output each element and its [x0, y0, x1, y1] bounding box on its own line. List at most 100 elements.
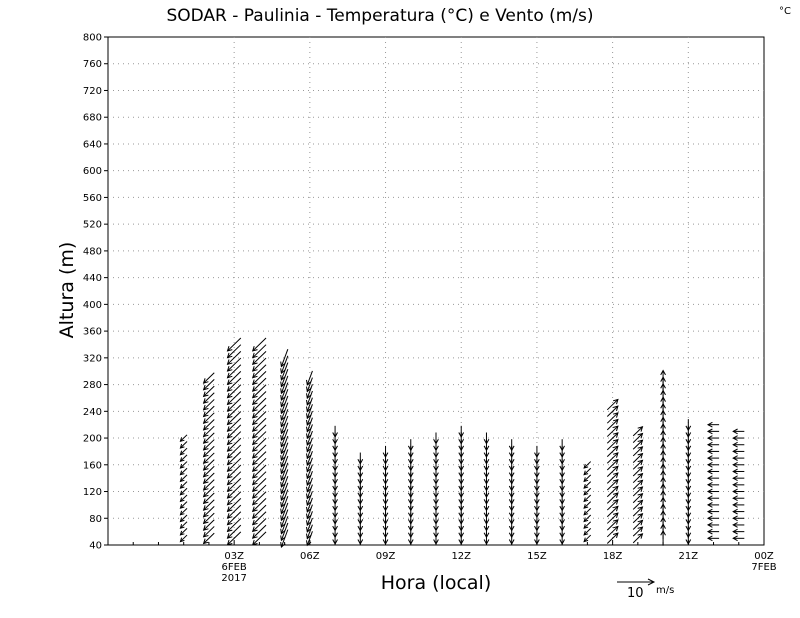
wind-vector-head — [382, 499, 389, 505]
wind-vector — [632, 439, 644, 450]
wind-vector — [508, 439, 515, 452]
wind-vector-head — [306, 520, 312, 527]
wind-vector-head — [226, 379, 233, 386]
wind-vector-shaft — [583, 481, 592, 489]
wind-vector-head — [332, 512, 338, 519]
wind-vector-head — [433, 479, 439, 485]
wind-vector-shaft — [180, 474, 188, 482]
wind-vector — [306, 504, 313, 520]
wind-vector-shaft — [632, 493, 643, 504]
wind-vector-shaft — [306, 424, 313, 439]
wind-vector-head — [382, 505, 389, 512]
wind-vector-head — [559, 479, 565, 485]
wind-vector — [632, 459, 644, 470]
wind-vector-head — [483, 452, 490, 459]
wind-vector-head — [637, 506, 644, 512]
wind-vector — [280, 402, 289, 421]
wind-vector — [251, 424, 267, 439]
wind-vector-shaft — [606, 432, 619, 444]
wind-vector — [280, 496, 289, 515]
wind-vector-head — [534, 452, 540, 459]
wind-vector-head — [458, 512, 465, 519]
wind-vector — [606, 405, 619, 417]
wind-vector-head — [179, 504, 185, 509]
wind-vector-shaft — [252, 531, 267, 546]
wind-vector-head — [202, 465, 209, 471]
wind-vector-head — [251, 452, 258, 459]
wind-vector-shaft — [306, 477, 313, 492]
wind-vector-head — [637, 533, 644, 539]
wind-vector — [706, 495, 720, 502]
wind-vector-shaft — [252, 384, 267, 399]
y-axis-label: Altura (m) — [56, 242, 78, 339]
wind-vector — [280, 369, 289, 388]
wind-vector-head — [332, 519, 338, 525]
wind-vector-head — [706, 508, 713, 515]
wind-vector-head — [357, 539, 364, 545]
wind-vector-head — [226, 346, 233, 352]
wind-vector-head — [458, 485, 465, 492]
wind-vector-shaft — [632, 459, 643, 470]
wind-vector-head — [732, 455, 738, 461]
wind-vector-head — [306, 386, 312, 393]
wind-vector — [251, 464, 267, 479]
wind-vector-shaft — [252, 457, 267, 472]
wind-vector — [226, 417, 242, 432]
wind-vector-head — [637, 432, 644, 439]
wind-vector — [202, 526, 215, 538]
wind-vector-head — [612, 492, 619, 498]
wind-vector — [202, 499, 215, 511]
wind-vector-head — [382, 532, 389, 539]
wind-vector — [280, 429, 289, 448]
wind-vector — [179, 521, 188, 529]
wind-vector-shaft — [606, 399, 619, 411]
wind-vector-shaft — [203, 385, 215, 397]
wind-vector-shaft — [280, 395, 289, 414]
wind-vector-head — [732, 502, 738, 508]
wind-vector — [685, 419, 692, 432]
wind-vector — [732, 488, 745, 495]
wind-vector-head — [407, 505, 414, 512]
wind-vector-head — [251, 486, 258, 493]
wind-vector-head — [202, 411, 209, 418]
wind-vector-head — [332, 505, 338, 512]
wind-vector-head — [382, 512, 389, 519]
wind-vector-shaft — [280, 389, 289, 407]
wind-vector-head — [226, 412, 233, 419]
wind-vector — [251, 444, 267, 459]
wind-vector-head — [280, 361, 286, 368]
wind-vector-head — [534, 505, 540, 512]
wind-vector — [606, 519, 619, 531]
wind-vector-head — [226, 499, 233, 506]
wind-vector-head — [508, 512, 515, 519]
wind-vector-head — [508, 532, 515, 539]
wind-vector-head — [202, 505, 209, 511]
wind-vector — [226, 498, 242, 513]
wind-vector-shaft — [632, 479, 643, 490]
wind-vector-head — [251, 346, 258, 352]
wind-vector-shaft — [203, 519, 215, 531]
wind-vector-head — [226, 352, 233, 359]
wind-vector-head — [202, 384, 209, 391]
wind-vector-head — [685, 485, 692, 492]
wind-vector — [382, 445, 389, 459]
wind-vector-head — [357, 499, 364, 505]
wind-vector-head — [280, 455, 286, 462]
wind-vector-head — [612, 485, 619, 492]
wind-vector — [179, 481, 188, 489]
wind-vector — [583, 521, 592, 529]
wind-vector-head — [458, 539, 465, 545]
wind-vector-shaft — [252, 498, 267, 512]
wind-vector-head — [226, 392, 233, 399]
reference-vector: 10 m/s — [617, 578, 674, 601]
wind-vector-shaft — [252, 491, 267, 506]
wind-vector-shaft — [227, 391, 242, 405]
wind-vector-shaft — [227, 471, 242, 485]
wind-vector-head — [732, 441, 738, 448]
wind-vector-shaft — [632, 473, 643, 484]
wind-vector-head — [612, 425, 619, 432]
wind-vector-shaft — [227, 397, 242, 412]
wind-vector-head — [706, 528, 713, 535]
wind-vector-shaft — [280, 469, 289, 488]
wind-vector-shaft — [227, 364, 242, 379]
